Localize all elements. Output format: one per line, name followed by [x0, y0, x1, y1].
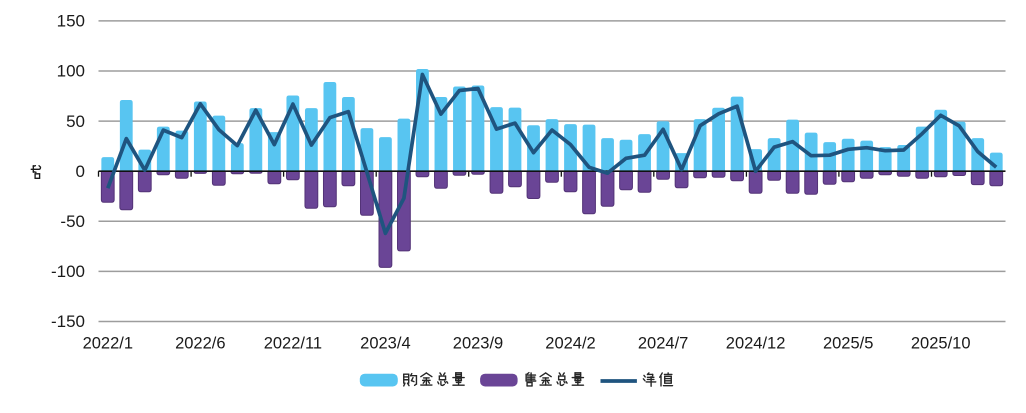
svg-text:2022/1: 2022/1 [83, 335, 133, 353]
svg-text:2024/2: 2024/2 [545, 335, 595, 353]
svg-text:100: 100 [57, 62, 85, 81]
svg-text:2023/4: 2023/4 [360, 335, 410, 353]
svg-text:-150: -150 [51, 312, 85, 331]
svg-text:2025/10: 2025/10 [911, 335, 971, 353]
svg-text:50: 50 [66, 112, 85, 131]
svg-text:2023/9: 2023/9 [453, 335, 503, 353]
svg-text:2024/7: 2024/7 [638, 335, 688, 353]
svg-text:2022/6: 2022/6 [175, 335, 225, 353]
svg-text:-50: -50 [60, 212, 85, 231]
svg-text:2025/5: 2025/5 [823, 335, 873, 353]
svg-text:0: 0 [76, 162, 85, 181]
svg-text:2022/11: 2022/11 [264, 335, 322, 353]
svg-text:150: 150 [57, 12, 85, 31]
svg-text:2024/12: 2024/12 [726, 335, 786, 353]
svg-text:-100: -100 [51, 262, 85, 281]
